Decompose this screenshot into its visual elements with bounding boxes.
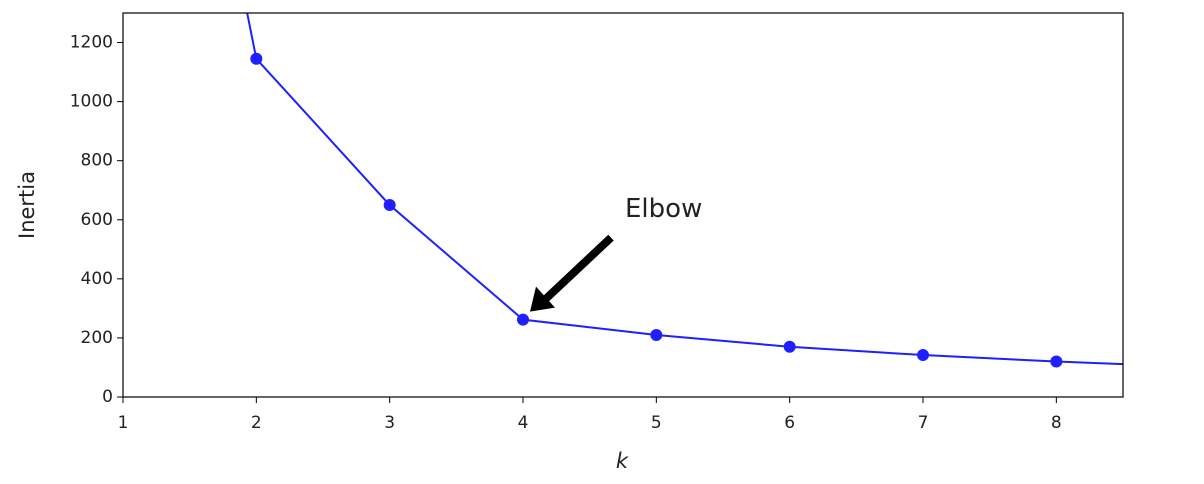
y-tick-label: 800 (81, 151, 113, 171)
x-tick-label: 8 (1051, 413, 1062, 433)
x-tick-label: 2 (251, 413, 262, 433)
y-axis-label: Inertia (15, 171, 39, 239)
y-tick-label: 600 (81, 210, 113, 230)
data-line (246, 13, 1123, 366)
axes-frame (122, 12, 1124, 398)
data-point (1184, 361, 1196, 373)
data-point (250, 52, 263, 65)
y-tick-label: 1000 (70, 92, 113, 112)
y-tick-label: 400 (81, 269, 113, 289)
x-tick-label: 7 (918, 413, 929, 433)
y-tick-label: 0 (102, 387, 113, 407)
x-tick-label: 3 (384, 413, 395, 433)
annotation-arrow-head (530, 286, 555, 312)
x-tick-label: 5 (651, 413, 662, 433)
data-point (650, 328, 663, 341)
data-point (783, 340, 796, 353)
x-axis-label: k (616, 449, 629, 473)
plot-area (246, 13, 1196, 373)
data-point (517, 313, 529, 326)
data-point (917, 349, 929, 362)
annotation-text: Elbow (625, 194, 702, 224)
x-tick-label: 4 (518, 413, 529, 433)
data-point (1050, 355, 1063, 368)
y-tick-label: 1200 (70, 33, 113, 53)
x-tick-label: 6 (784, 413, 795, 433)
y-tick-label: 200 (81, 328, 113, 348)
annotation-arrow-shaft (542, 234, 614, 303)
x-tick-label: 1 (118, 413, 129, 433)
data-point (383, 199, 396, 211)
